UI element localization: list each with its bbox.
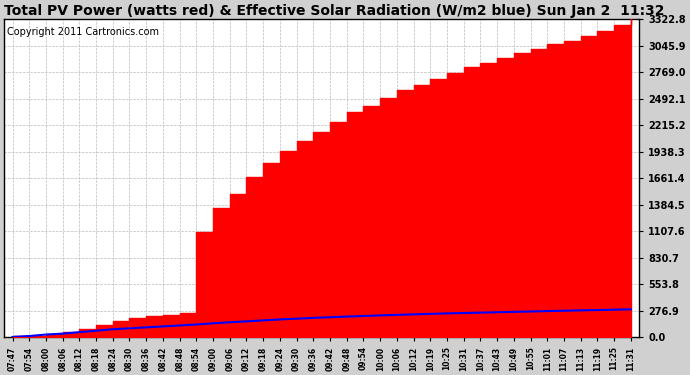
Text: Total PV Power (watts red) & Effective Solar Radiation (W/m2 blue) Sun Jan 2  11: Total PV Power (watts red) & Effective S… xyxy=(4,4,664,18)
Text: Copyright 2011 Cartronics.com: Copyright 2011 Cartronics.com xyxy=(8,27,159,37)
